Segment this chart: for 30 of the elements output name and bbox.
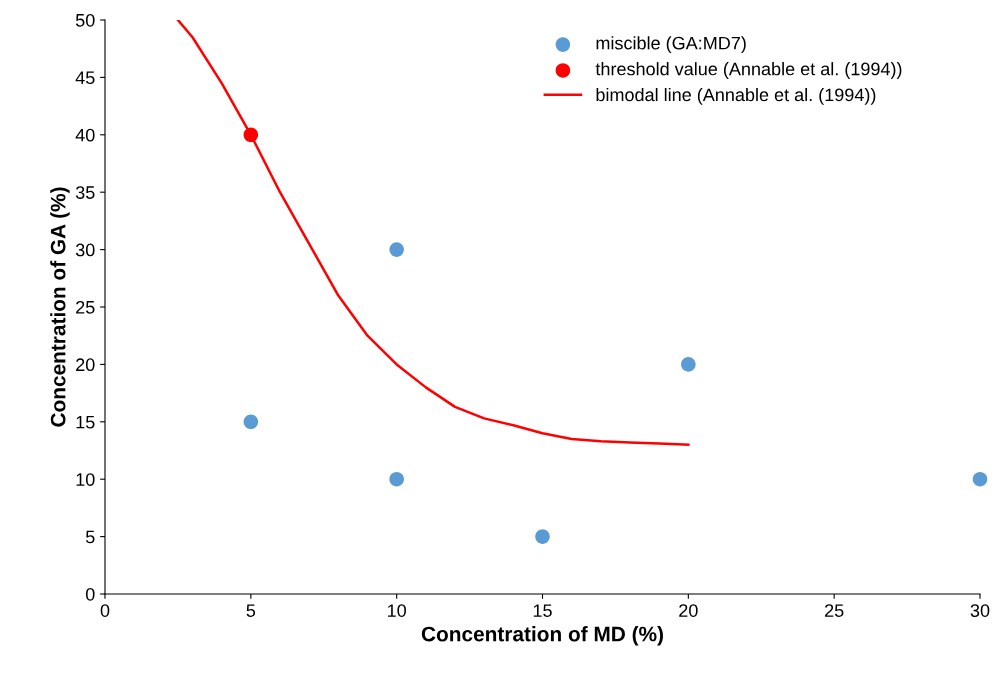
point [243, 127, 259, 143]
y-tick-label: 0 [85, 587, 95, 601]
y-tick-label: 45 [75, 71, 95, 85]
y-tick-label: 35 [75, 186, 95, 199]
x-tick-label: 15 [533, 604, 552, 617]
x-tick-label: 25 [825, 604, 844, 617]
y-tick-label: 30 [75, 243, 95, 257]
legend-label: bimodal line (Annable et al. (1994)) [596, 87, 876, 105]
x-tick-label: 20 [679, 604, 698, 617]
x-axis-title: Concentration of MD (%) [421, 626, 663, 646]
x-tick-label: 5 [246, 604, 256, 617]
point [972, 471, 988, 487]
y-tick-label: 10 [76, 473, 95, 486]
x-tick-label: 30 [970, 604, 990, 617]
y-axis-title: Concentration of GA (%) [50, 187, 70, 427]
y-tick-label: 15 [76, 415, 95, 429]
y-tick-label: 40 [75, 128, 95, 142]
point [243, 414, 259, 430]
y-tick-label: 50 [75, 13, 95, 27]
legend-label: miscible (GA:MD7) [596, 36, 746, 54]
legend-label: threshold value (Annable et al. (1994)) [595, 62, 902, 79]
x-tick-label: 10 [388, 604, 406, 617]
point [681, 357, 696, 372]
point [389, 471, 404, 487]
point [535, 529, 550, 544]
y-tick-label: 5 [85, 530, 95, 544]
point [389, 242, 404, 257]
y-tick-label: 20 [76, 358, 95, 372]
x-tick-label: 0 [100, 604, 110, 617]
y-tick-label: 25 [76, 300, 95, 314]
